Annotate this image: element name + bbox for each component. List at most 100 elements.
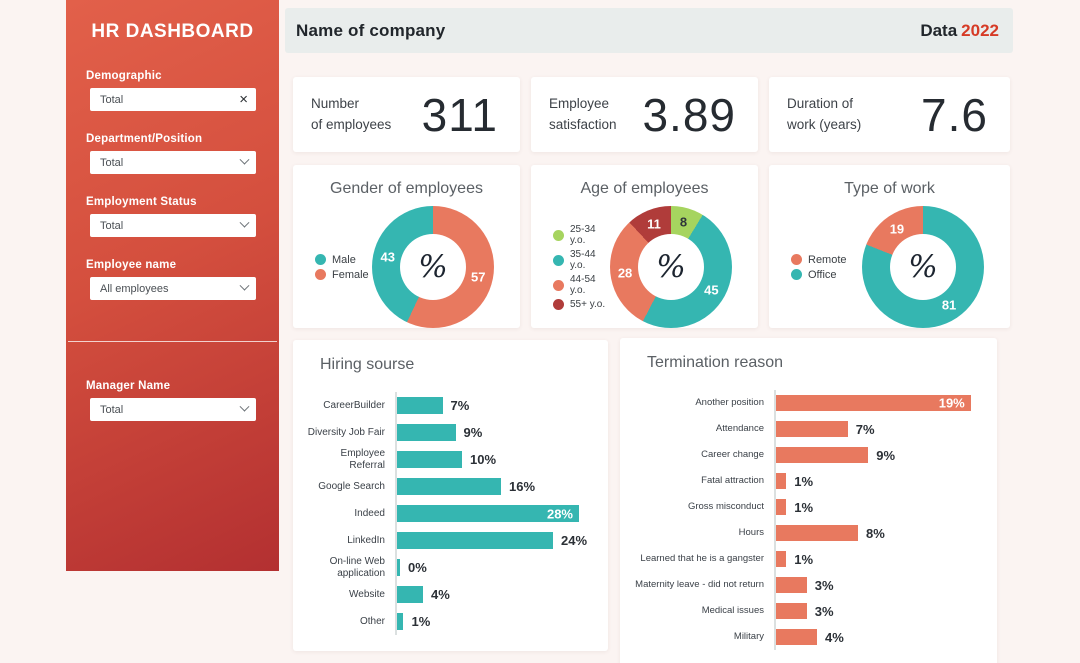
header-bar: Name of company Data 2022 <box>285 8 1013 53</box>
gender-donut-chart: % 57 43 <box>372 206 494 328</box>
chevron-down-icon[interactable] <box>239 217 250 228</box>
type-of-work-chart-card: Type of work Remote Office % 81 19 <box>769 165 1010 328</box>
termination-reason-chart-card: Termination reason Another position 19% At… <box>620 338 997 663</box>
bar <box>776 603 807 619</box>
slice-value-label: 81 <box>941 297 957 313</box>
data-label: Data <box>920 20 958 40</box>
app-title: HR DASHBOARD <box>91 21 254 42</box>
bar-track: 1% <box>774 494 981 520</box>
slice-value-label: 11 <box>647 216 661 232</box>
bar-track: 1% <box>774 468 981 494</box>
bar-value-label: 4% <box>430 587 450 602</box>
bar-category-label: Learned that he is a gangster <box>640 552 764 564</box>
bar-row: LinkedIn 24% <box>305 527 592 554</box>
bar-value-label: 1% <box>794 473 814 489</box>
bar-row: Learned that he is a gangster 1% <box>632 546 981 572</box>
bar-value-label: 16% <box>508 479 536 494</box>
gender-legend: Male Female <box>315 254 369 281</box>
filter-label-employee-name: Employee name <box>86 259 177 271</box>
bar: 28% <box>397 505 579 522</box>
chevron-down-icon[interactable] <box>239 280 250 291</box>
bar-category-label: Attendance <box>715 422 764 434</box>
legend-label: Male <box>332 253 356 266</box>
filter-label-manager: Manager Name <box>86 380 171 392</box>
donut-center: % <box>400 234 466 300</box>
bar-track: 8% <box>774 520 981 546</box>
legend-item: 44-54 y.o. <box>553 274 610 296</box>
bar-value-label: 19% <box>938 395 965 411</box>
bar <box>776 499 787 515</box>
bar <box>776 447 869 463</box>
bar-value-label: 9% <box>463 425 483 440</box>
bar-value-label: 24% <box>561 533 588 548</box>
chart-title: Termination reason <box>647 354 784 371</box>
legend-dot-icon <box>315 269 326 280</box>
legend-label: Female <box>332 268 369 281</box>
bar-category-label: Medical issues <box>701 604 764 616</box>
bar-track: 24% <box>395 527 592 554</box>
donut-center: % <box>638 234 704 300</box>
bar-value-label: 1% <box>794 551 814 567</box>
slice-value-label: 19 <box>889 221 905 237</box>
filter-label-demographic: Demographic <box>86 70 162 82</box>
filter-select-employee-name[interactable]: All employees <box>90 277 256 300</box>
slice-value-label: 28 <box>617 265 633 281</box>
bar: 19% <box>776 395 971 411</box>
bar-value-label: 7% <box>450 398 470 413</box>
year-value: 2022 <box>961 20 999 40</box>
bar-row: Website 4% <box>305 581 592 608</box>
bar-value-label: 10% <box>469 452 497 467</box>
filter-value-demographic: Total <box>100 93 124 106</box>
filter-group-employment-status: Employment Status Total <box>86 196 279 237</box>
filter-value-manager: Total <box>100 403 124 416</box>
bar-track: 4% <box>774 624 981 650</box>
legend-label: 35-44 y.o. <box>570 249 596 271</box>
legend-dot-icon <box>553 254 564 266</box>
filter-label-employment-status: Employment Status <box>86 196 197 208</box>
filter-select-manager[interactable]: Total <box>90 398 256 421</box>
legend-item: Female <box>315 269 369 281</box>
clear-icon[interactable]: × <box>239 91 248 108</box>
bar-row: Diversity Job Fair 9% <box>305 419 592 446</box>
bar-category-label: Diversity Job Fair <box>307 426 385 438</box>
filter-group-demographic: Demographic Total × <box>86 70 279 111</box>
bar-track: 19% <box>774 390 981 416</box>
chevron-down-icon[interactable] <box>239 154 250 165</box>
bar-category-label: Another position <box>695 396 764 408</box>
legend-dot-icon <box>553 229 564 241</box>
filter-select-demographic[interactable]: Total × <box>90 88 256 111</box>
bar-track: 10% <box>395 446 592 473</box>
chart-title: Gender of employees <box>330 180 483 197</box>
legend-item: Office <box>791 269 847 281</box>
bar <box>397 478 501 495</box>
hiring-source-bar-chart: CareerBuilder 7% Diversity Job Fair 9% Emplo… <box>305 392 592 635</box>
bar-category-label: CareerBuilder <box>323 399 385 411</box>
bar-track: 7% <box>395 392 592 419</box>
filter-value-employee-name: All employees <box>100 282 169 295</box>
filter-group-manager: Manager Name Total <box>86 380 279 421</box>
filter-select-employment-status[interactable]: Total <box>90 214 256 237</box>
bar-row: Gross misconduct 1% <box>632 494 981 520</box>
bar-row: Employee Referral 10% <box>305 446 592 473</box>
bar-value-label: 8% <box>866 525 885 541</box>
kpi-employee-satisfaction: Employee satisfaction 3.89 <box>531 77 758 152</box>
legend-dot-icon <box>791 269 802 280</box>
kpi-value: 3.89 <box>642 88 736 141</box>
bar-value-label: 1% <box>794 499 814 515</box>
bar-row: Hours 8% <box>632 520 981 546</box>
filter-select-department[interactable]: Total <box>90 151 256 174</box>
bar-category-label: Employee Referral <box>340 448 385 471</box>
kpi-duration-of-work: Duration of work (years) 7.6 <box>769 77 1010 152</box>
bar-category-label: Military <box>733 630 764 642</box>
bar-value-label: 28% <box>546 506 573 521</box>
slice-value-label: 43 <box>380 249 395 265</box>
bar-value-label: 1% <box>411 614 431 629</box>
bar-track: 28% <box>395 500 592 527</box>
legend-dot-icon <box>791 254 802 265</box>
kpi-value: 311 <box>421 88 498 141</box>
chart-title: Hiring sourse <box>320 356 415 373</box>
chevron-down-icon[interactable] <box>239 401 250 412</box>
bar-value-label: 9% <box>876 447 896 463</box>
bar-track: 9% <box>774 442 981 468</box>
slice-value-label: 8 <box>679 214 688 230</box>
